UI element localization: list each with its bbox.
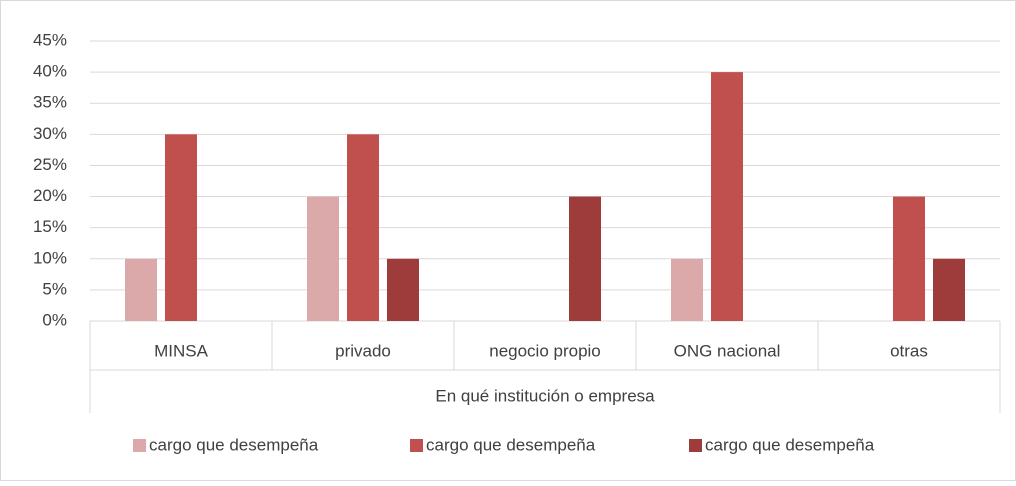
- bar: [711, 72, 743, 321]
- x-axis-title: En qué institución o empresa: [435, 386, 655, 405]
- bar: [125, 258, 157, 321]
- x-tick-label: MINSA: [154, 341, 209, 360]
- legend-swatch: [410, 439, 423, 452]
- x-tick-label: negocio propio: [489, 341, 601, 360]
- bar: [307, 196, 339, 321]
- bar: [569, 196, 601, 321]
- y-tick-label: 0%: [42, 310, 67, 329]
- bar: [165, 134, 197, 321]
- y-tick-label: 15%: [33, 217, 67, 236]
- y-tick-label: 30%: [33, 124, 67, 143]
- bar: [347, 134, 379, 321]
- legend-swatch: [689, 439, 702, 452]
- x-tick-label: ONG nacional: [674, 341, 781, 360]
- bar: [387, 258, 419, 321]
- x-tick-label: privado: [335, 341, 391, 360]
- legend-swatch: [133, 439, 146, 452]
- bar: [893, 196, 925, 321]
- y-tick-label: 20%: [33, 186, 67, 205]
- legend-label: cargo que desempeña: [705, 435, 875, 454]
- legend-label: cargo que desempeña: [426, 435, 596, 454]
- y-tick-label: 10%: [33, 248, 67, 267]
- y-tick-label: 25%: [33, 155, 67, 174]
- y-tick-label: 40%: [33, 62, 67, 81]
- bar: [933, 258, 965, 321]
- x-tick-label: otras: [890, 341, 928, 360]
- bar: [671, 258, 703, 321]
- legend-label: cargo que desempeña: [149, 435, 319, 454]
- y-tick-label: 35%: [33, 93, 67, 112]
- y-tick-label: 45%: [33, 30, 67, 49]
- y-tick-label: 5%: [42, 279, 67, 298]
